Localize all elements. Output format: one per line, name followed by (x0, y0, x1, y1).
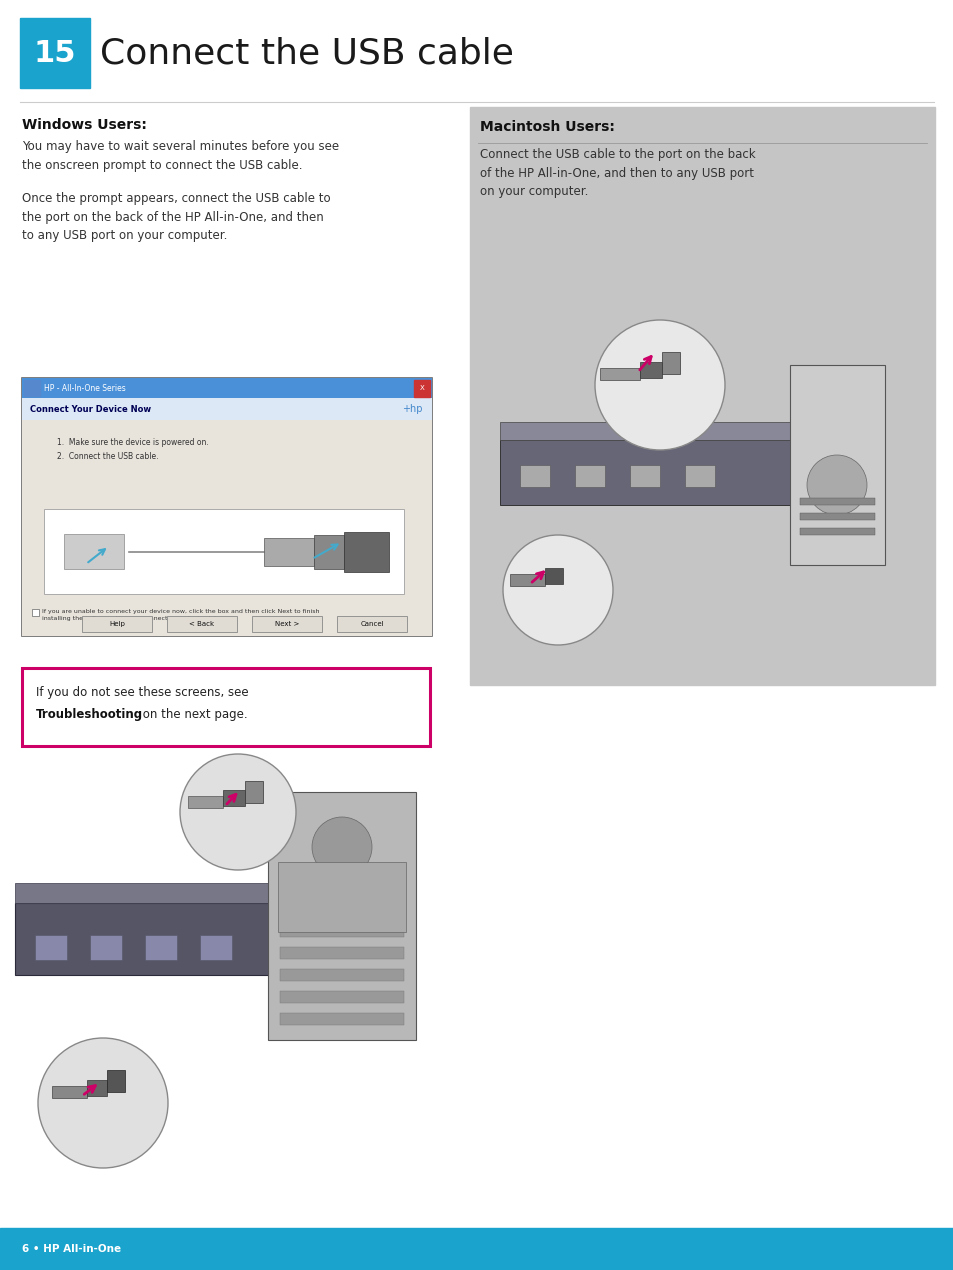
Bar (15, 883, 290, 903)
Bar (277, 862, 406, 932)
Bar (280, 1013, 403, 1025)
Circle shape (38, 1038, 168, 1168)
Bar (264, 538, 314, 566)
Circle shape (180, 754, 295, 870)
Bar (499, 422, 789, 439)
Circle shape (806, 455, 866, 516)
Bar (629, 465, 659, 486)
Bar (0, 1228, 953, 1270)
Text: X: X (419, 385, 424, 391)
Bar (22, 420, 432, 636)
Bar (20, 18, 90, 88)
Bar (188, 796, 223, 808)
Bar (268, 792, 416, 1040)
Text: Macintosh Users:: Macintosh Users: (479, 119, 615, 135)
Bar (200, 935, 232, 960)
Bar (90, 935, 122, 960)
Bar (280, 991, 403, 1003)
Bar (145, 935, 177, 960)
Bar (789, 364, 884, 565)
Bar (314, 535, 344, 569)
Text: 1.  Make sure the device is powered on.
2.  Connect the USB cable.: 1. Make sure the device is powered on. 2… (57, 438, 209, 461)
Bar (510, 574, 544, 585)
Circle shape (312, 817, 372, 878)
Bar (82, 616, 152, 632)
Bar (107, 1071, 125, 1092)
Bar (87, 1080, 107, 1096)
Bar (575, 465, 604, 486)
Text: Connect the USB cable: Connect the USB cable (100, 36, 514, 70)
Bar (344, 532, 389, 572)
Text: Once the prompt appears, connect the USB cable to
the port on the back of the HP: Once the prompt appears, connect the USB… (22, 192, 331, 243)
Bar (414, 380, 430, 398)
Text: Connect the USB cable to the port on the back
of the HP All-in-One, and then to : Connect the USB cable to the port on the… (479, 149, 755, 198)
Text: Next >: Next > (274, 621, 299, 627)
Bar (22, 398, 432, 420)
Bar (661, 352, 679, 373)
Bar (223, 790, 245, 806)
Text: You may have to wait several minutes before you see
the onscreen prompt to conne: You may have to wait several minutes bef… (22, 140, 338, 171)
Circle shape (595, 320, 724, 450)
Bar (800, 498, 874, 505)
Bar (44, 509, 403, 594)
Text: 6 • HP All-in-One: 6 • HP All-in-One (22, 1245, 121, 1253)
Text: 15: 15 (33, 38, 76, 67)
Bar (800, 513, 874, 519)
Text: If you are unable to connect your device now, click the box and then click Next : If you are unable to connect your device… (42, 610, 319, 621)
Bar (639, 362, 661, 378)
Bar (336, 616, 407, 632)
Bar (245, 781, 263, 803)
Bar (280, 925, 403, 937)
Bar (22, 378, 432, 398)
Bar (24, 380, 40, 396)
Bar (470, 107, 934, 685)
Bar (52, 1086, 87, 1099)
Bar (519, 465, 550, 486)
Text: Connect Your Device Now: Connect Your Device Now (30, 405, 151, 414)
Text: Help: Help (109, 621, 125, 627)
Bar (280, 947, 403, 959)
Text: on the next page.: on the next page. (139, 707, 248, 721)
Text: HP - All-In-One Series: HP - All-In-One Series (44, 384, 126, 392)
Bar (35, 935, 67, 960)
Bar (252, 616, 322, 632)
Bar (22, 668, 430, 745)
Bar (64, 533, 124, 569)
Bar (15, 903, 290, 975)
Text: Cancel: Cancel (360, 621, 383, 627)
Circle shape (502, 535, 613, 645)
Bar (544, 568, 562, 584)
Bar (800, 528, 874, 535)
Text: < Back: < Back (190, 621, 214, 627)
Bar (499, 439, 789, 505)
Bar (167, 616, 236, 632)
Text: +hp: +hp (401, 404, 422, 414)
Bar (684, 465, 714, 486)
Text: Windows Users:: Windows Users: (22, 118, 147, 132)
Text: Troubleshooting: Troubleshooting (36, 707, 143, 721)
Bar (32, 610, 39, 616)
Text: If you do not see these screens, see: If you do not see these screens, see (36, 686, 249, 699)
Bar (22, 378, 432, 636)
Bar (599, 368, 639, 380)
Bar (280, 969, 403, 980)
